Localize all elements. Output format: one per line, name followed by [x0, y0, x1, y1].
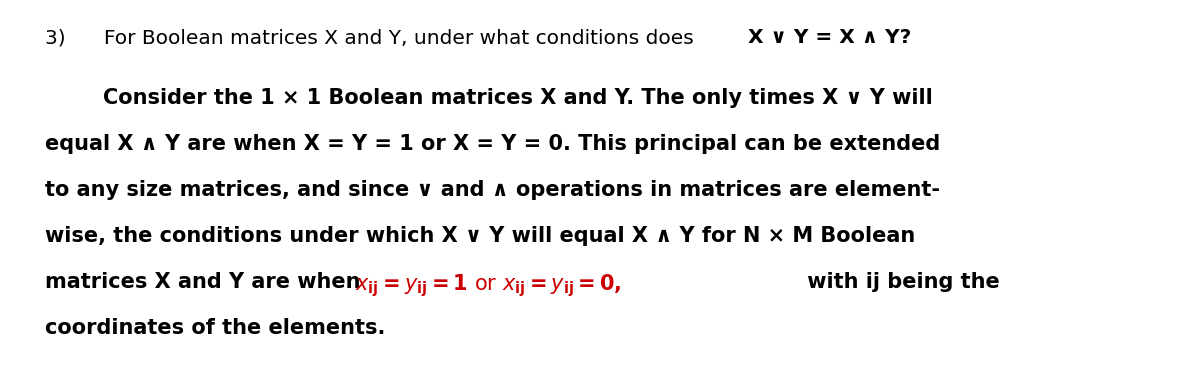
Text: Consider the 1 × 1 Boolean matrices X and Y. The only times X ∨ Y will: Consider the 1 × 1 Boolean matrices X an…	[46, 88, 932, 108]
Text: coordinates of the elements.: coordinates of the elements.	[46, 318, 385, 338]
Text: equal X ∧ Y are when X = Y = 1 or X = Y = 0. This principal can be extended: equal X ∧ Y are when X = Y = 1 or X = Y …	[46, 134, 941, 154]
Text: with ij being the: with ij being the	[800, 272, 1000, 292]
Text: matrices X and Y are when: matrices X and Y are when	[46, 272, 367, 292]
Text: X ∨ Y = X ∧ Y?: X ∨ Y = X ∧ Y?	[748, 28, 911, 47]
Text: 3)      For Boolean matrices X and Y, under what conditions does: 3) For Boolean matrices X and Y, under w…	[46, 28, 700, 47]
Text: to any size matrices, and since ∨ and ∧ operations in matrices are element-: to any size matrices, and since ∨ and ∧ …	[46, 180, 940, 200]
Text: $\mathbf{\mathit{x}_{ij} = \mathit{y}_{ij} = 1\ \mathrm{or}\ \mathit{x}_{ij} = \: $\mathbf{\mathit{x}_{ij} = \mathit{y}_{i…	[355, 272, 622, 299]
Text: wise, the conditions under which X ∨ Y will equal X ∧ Y for N × M Boolean: wise, the conditions under which X ∨ Y w…	[46, 226, 916, 246]
